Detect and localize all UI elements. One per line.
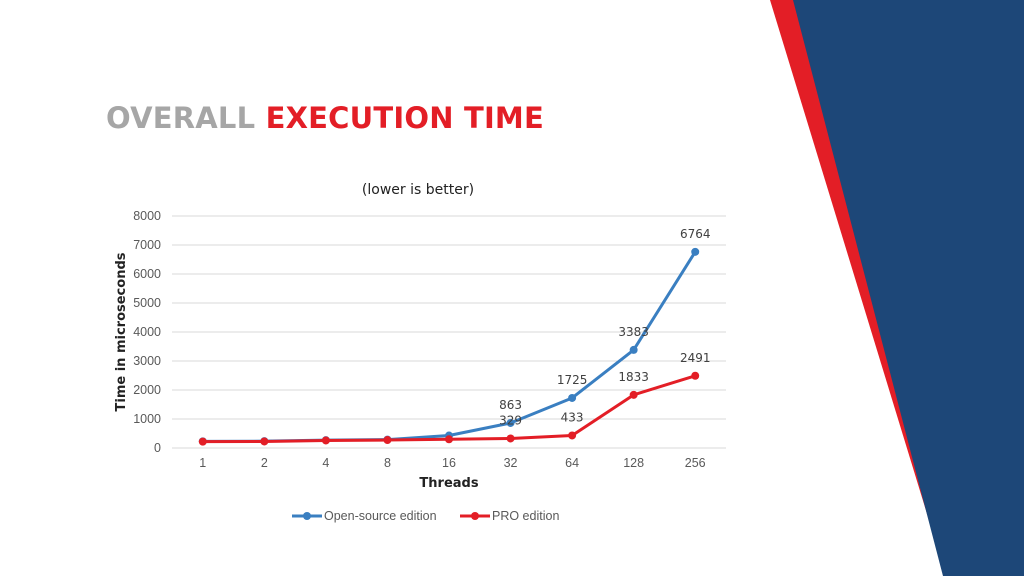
data-point: [506, 418, 515, 427]
chart-subtitle: (lower is better): [362, 182, 474, 198]
y-axis-title: Time in microseconds: [114, 252, 129, 411]
x-tick-label: 32: [504, 456, 518, 470]
series-0: 863 1725 3383 6764: [198, 227, 711, 446]
x-tick-label: 1: [199, 456, 206, 470]
navy-panel: [793, 0, 1024, 576]
legend-label: Open-source edition: [324, 509, 437, 523]
x-axis-ticks: 1 2 4 8 16 32 64 128 256: [199, 456, 705, 470]
data-point: [568, 393, 577, 402]
y-tick-label: 6000: [133, 267, 161, 281]
x-tick-label: 2: [261, 456, 268, 470]
series-1: 329 433 1833 2491: [198, 351, 711, 446]
data-point: [198, 437, 207, 446]
legend-marker: [303, 512, 311, 520]
data-label: 329: [499, 413, 522, 427]
data-point: [506, 434, 515, 443]
y-tick-label: 0: [154, 441, 161, 455]
slide-title-part1: OVERALL: [106, 101, 256, 135]
data-point: [691, 247, 700, 256]
data-point: [629, 345, 638, 354]
y-axis-ticks: 0 1000 2000 3000 4000 5000 6000 7000 8000: [133, 209, 161, 455]
y-tick-label: 5000: [133, 296, 161, 310]
legend-marker: [471, 512, 479, 520]
data-point: [691, 371, 700, 380]
gridlines: [172, 215, 726, 449]
data-label: 433: [561, 410, 584, 424]
y-tick-label: 1000: [133, 412, 161, 426]
data-label: 3383: [618, 325, 649, 339]
data-label: 1725: [557, 373, 588, 387]
data-point: [629, 390, 638, 399]
x-tick-label: 16: [442, 456, 456, 470]
data-point: [445, 435, 453, 444]
x-axis-title: Threads: [419, 476, 478, 491]
data-label: 863: [499, 398, 522, 412]
y-tick-label: 2000: [133, 383, 161, 397]
y-tick-label: 3000: [133, 354, 161, 368]
x-tick-label: 256: [685, 456, 706, 470]
x-tick-label: 128: [623, 456, 644, 470]
data-label: 1833: [618, 370, 649, 384]
legend: Open-source edition PRO edition: [292, 509, 559, 523]
data-point: [260, 437, 269, 446]
data-point: [321, 436, 330, 445]
data-point: [383, 436, 392, 445]
series-line: [201, 250, 697, 443]
x-tick-label: 4: [322, 456, 329, 470]
y-tick-label: 7000: [133, 238, 161, 252]
legend-label: PRO edition: [492, 509, 559, 523]
data-label: 6764: [680, 227, 711, 241]
data-point: [568, 431, 577, 440]
x-tick-label: 64: [565, 456, 579, 470]
data-label: 2491: [680, 351, 711, 365]
slide-title: OVERALL EXECUTION TIME: [106, 104, 544, 133]
slide-title-part2: EXECUTION TIME: [265, 101, 545, 135]
x-tick-label: 8: [384, 456, 391, 470]
y-tick-label: 8000: [133, 209, 161, 223]
y-tick-label: 4000: [133, 325, 161, 339]
series-group: 863 1725 3383 6764 329 433 1833 2491: [198, 227, 711, 446]
